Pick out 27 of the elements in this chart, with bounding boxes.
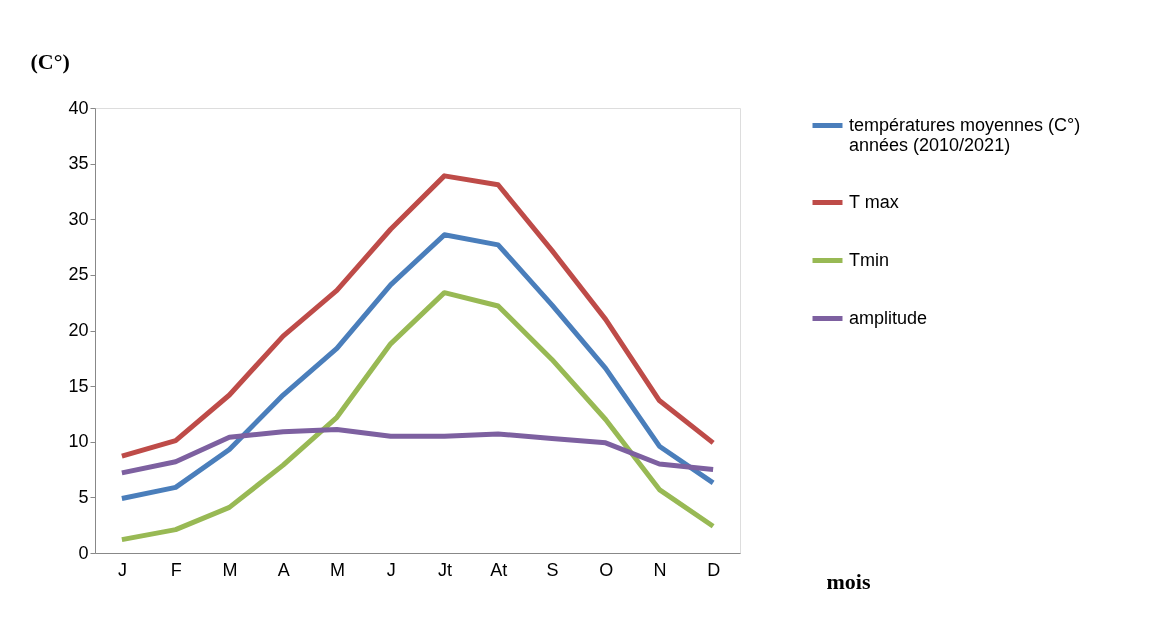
y-tick-label: 5 <box>78 486 89 507</box>
y-tick-label: 40 <box>68 97 89 118</box>
legend-label: températures moyennes (C°) années (2010/2021) <box>849 114 1081 155</box>
x-tick-label: F <box>170 559 182 580</box>
x-tick-label: M <box>329 559 345 580</box>
y-axis-title: (C°) <box>30 48 70 74</box>
y-tick-label: 25 <box>68 264 89 285</box>
y-tick-label: 10 <box>68 431 89 452</box>
legend-label: T max <box>849 191 899 212</box>
y-tick-label: 30 <box>68 208 89 229</box>
x-tick-label: A <box>277 559 290 580</box>
x-tick-label: Jt <box>437 559 452 580</box>
y-tick-label: 15 <box>68 375 89 396</box>
x-tick-label: J <box>117 559 127 580</box>
x-axis-title: mois <box>826 568 871 594</box>
y-tick-label: 20 <box>68 320 89 340</box>
legend-label: amplitude <box>849 307 928 328</box>
y-tick-label: 35 <box>68 153 89 174</box>
x-tick-label: M <box>222 559 238 580</box>
x-tick-label: J <box>386 559 396 580</box>
y-tick-label: 0 <box>78 542 89 563</box>
legend-label: Tmin <box>849 249 889 270</box>
x-tick-label: S <box>546 559 559 580</box>
x-tick-label: N <box>653 559 667 580</box>
x-tick-label: O <box>599 559 614 580</box>
x-tick-label: D <box>707 559 721 580</box>
x-tick-label: At <box>490 559 508 580</box>
